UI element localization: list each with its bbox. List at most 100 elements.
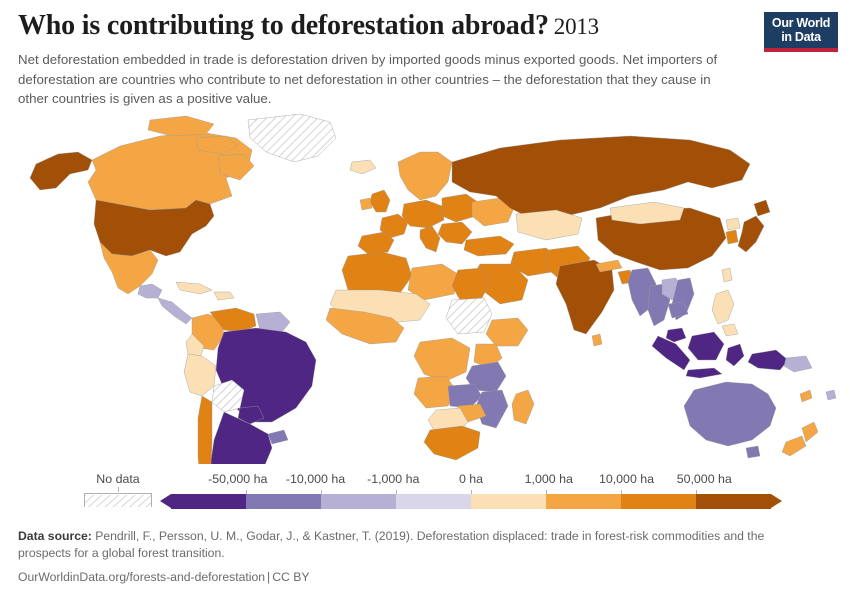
country-france[interactable] [379,213,409,239]
country-kazakhstan[interactable] [515,209,583,241]
legend-bin-4[interactable] [471,494,546,509]
country-philippines-south[interactable] [721,323,739,337]
country-indonesia-sulawesi[interactable] [725,343,745,367]
country-sri-lanka[interactable] [591,333,603,347]
country-hispaniola[interactable] [213,291,235,301]
chart-header: Who is contributing to deforestation abr… [18,10,758,109]
country-indonesia-sumatra[interactable] [651,335,691,371]
country-new-zealand-south[interactable] [781,435,807,457]
country-united-kingdom[interactable] [369,189,391,213]
country-malaysia[interactable] [665,327,687,343]
country-fiji[interactable] [825,389,837,401]
logo-accent-bar [764,48,838,52]
country-philippines[interactable] [711,289,735,325]
country-indonesia-borneo[interactable] [687,331,725,361]
country-west-africa[interactable] [325,307,405,345]
legend-bins[interactable] [171,494,771,509]
license-label[interactable]: CC BY [272,570,310,584]
legend-tick-0: -50,000 ha [208,472,268,486]
legend-tick-3: 0 ha [458,472,484,486]
country-ireland[interactable] [359,197,373,211]
legend-tick-5: 10,000 ha [598,472,655,486]
legend-no-data[interactable]: No data [82,472,154,507]
country-north-korea[interactable] [725,217,741,231]
country-south-korea[interactable] [725,229,739,245]
legend-gradient-bar[interactable] [160,490,782,509]
country-greenland[interactable] [247,113,337,163]
country-peru[interactable] [183,353,217,397]
country-chile[interactable] [197,395,230,464]
legend-bin-7[interactable] [696,494,771,509]
country-japan[interactable] [737,215,765,253]
country-sudan[interactable] [445,297,493,335]
country-new-caledonia[interactable] [799,389,813,403]
legend-tick-labels: -50,000 ha -10,000 ha -1,000 ha 0 ha 1,0… [160,472,782,490]
world-map-svg[interactable] [0,104,850,464]
footer-separator: | [267,570,271,584]
country-argentina[interactable] [210,411,273,464]
country-madagascar[interactable] [511,389,535,425]
country-canada-arctic[interactable] [147,115,215,137]
legend-color-scale[interactable]: -50,000 ha -10,000 ha -1,000 ha 0 ha 1,0… [160,472,782,509]
country-libya[interactable] [407,263,459,301]
country-new-zealand[interactable] [801,421,819,443]
country-papua-new-guinea[interactable] [747,349,789,371]
legend-bin-5[interactable] [546,494,621,509]
legend-no-data-label: No data [96,472,140,486]
country-cambodia[interactable] [667,301,689,319]
country-egypt[interactable] [451,267,491,301]
country-paraguay[interactable] [237,405,265,425]
country-ethiopia[interactable] [485,317,529,347]
country-angola[interactable] [413,375,457,409]
country-taiwan[interactable] [721,267,733,283]
data-source-text: Pendrill, F., Persson, U. M., Godar, J.,… [18,529,765,560]
country-italy[interactable] [419,225,441,253]
country-canada-baffin[interactable] [217,153,255,181]
country-cuba[interactable] [175,281,213,295]
country-tasmania[interactable] [745,445,761,459]
country-south-africa[interactable] [423,425,481,461]
country-scandinavia[interactable] [397,151,453,201]
page-title: Who is contributing to deforestation abr… [18,10,758,43]
legend-bin-0[interactable] [171,494,246,509]
legend-tick-2: -1,000 ha [367,472,420,486]
legend-tick-4: 1,000 ha [524,472,573,486]
data-source: Data source: Pendrill, F., Persson, U. M… [18,528,803,562]
country-iberia[interactable] [357,231,395,255]
country-mongolia[interactable] [609,201,685,225]
legend-cap-left [160,494,171,508]
title-text: Who is contributing to deforestation abr… [18,10,549,41]
country-nepal[interactable] [595,259,623,273]
country-australia[interactable] [683,381,777,447]
world-map[interactable] [0,104,850,464]
country-papua-east[interactable] [783,355,813,373]
map-countries[interactable] [29,113,837,464]
owid-url[interactable]: OurWorldinData.org/forests-and-deforesta… [18,570,266,584]
legend-bin-6[interactable] [621,494,696,509]
country-mexico[interactable] [99,241,159,295]
country-nicaragua-costa-rica-panama[interactable] [157,297,193,325]
country-guatemala-honduras[interactable] [137,283,163,299]
country-guyana-suriname[interactable] [255,311,291,333]
legend-tick-1: -10,000 ha [285,472,346,486]
owid-logo[interactable]: Our World in Data [764,12,838,52]
legend-bin-2[interactable] [321,494,396,509]
country-iceland[interactable] [349,159,377,175]
country-central-europe[interactable] [401,199,445,229]
country-japan-north[interactable] [753,199,771,217]
legend-cap-right [771,494,782,508]
legend-bin-1[interactable] [246,494,321,509]
legend-no-data-tick [117,487,119,492]
country-zambia[interactable] [447,383,483,409]
country-alaska[interactable] [29,151,93,191]
country-balkans[interactable] [437,221,473,245]
logo-line-1: Our World [771,16,831,30]
country-uruguay[interactable] [267,429,289,445]
legend-bin-3[interactable] [396,494,471,509]
country-canada-arctic-2[interactable] [195,135,239,155]
country-turkey[interactable] [463,235,515,257]
country-dr-congo[interactable] [413,337,471,383]
country-russia[interactable] [451,135,751,219]
country-indonesia-java[interactable] [685,367,723,379]
